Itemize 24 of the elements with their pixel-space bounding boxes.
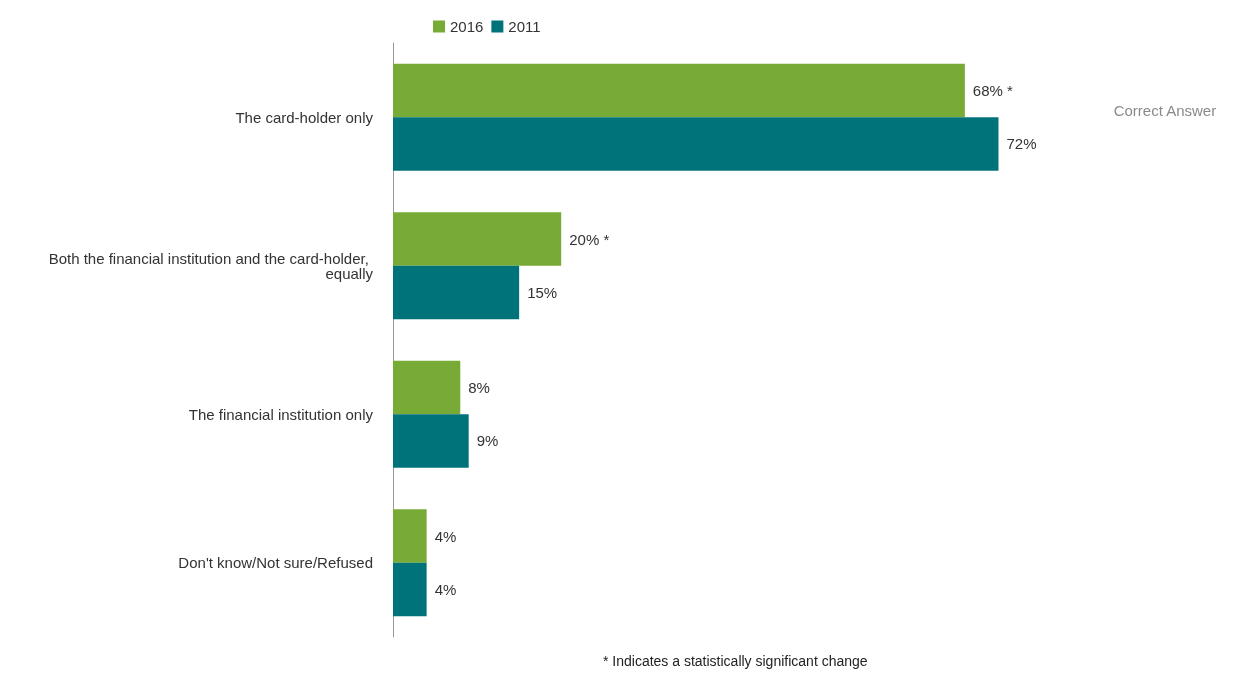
legend-label: 2011 [508,18,541,35]
data-label: 9% [476,432,499,450]
data-label: 20% * [569,230,610,248]
y-tick-label: Both the financial institution and the card-holder, equally [48,249,374,282]
data-label: 4% [434,527,457,545]
data-label: 72% [1006,135,1037,153]
data-label: 8% [468,379,490,397]
text: * Indicates a statistically significant change [603,653,868,669]
data-label: 15% [527,283,558,301]
y-tick-label: The card-holder only [235,108,374,126]
bar [393,265,520,320]
bar [393,212,562,266]
legend-label: 2016 [450,18,484,35]
data-label: 68% * [972,82,1014,100]
data-label: 4% [434,580,457,598]
bar [393,63,965,118]
bar [393,509,427,563]
bar [393,562,427,617]
bar [393,414,469,468]
bar [393,360,461,415]
bar [393,117,999,171]
text: Correct Answer [1113,102,1217,119]
y-tick-label: The financial institution only [188,405,374,423]
y-tick-label: Don't know/Not sure/Refused [178,554,373,572]
